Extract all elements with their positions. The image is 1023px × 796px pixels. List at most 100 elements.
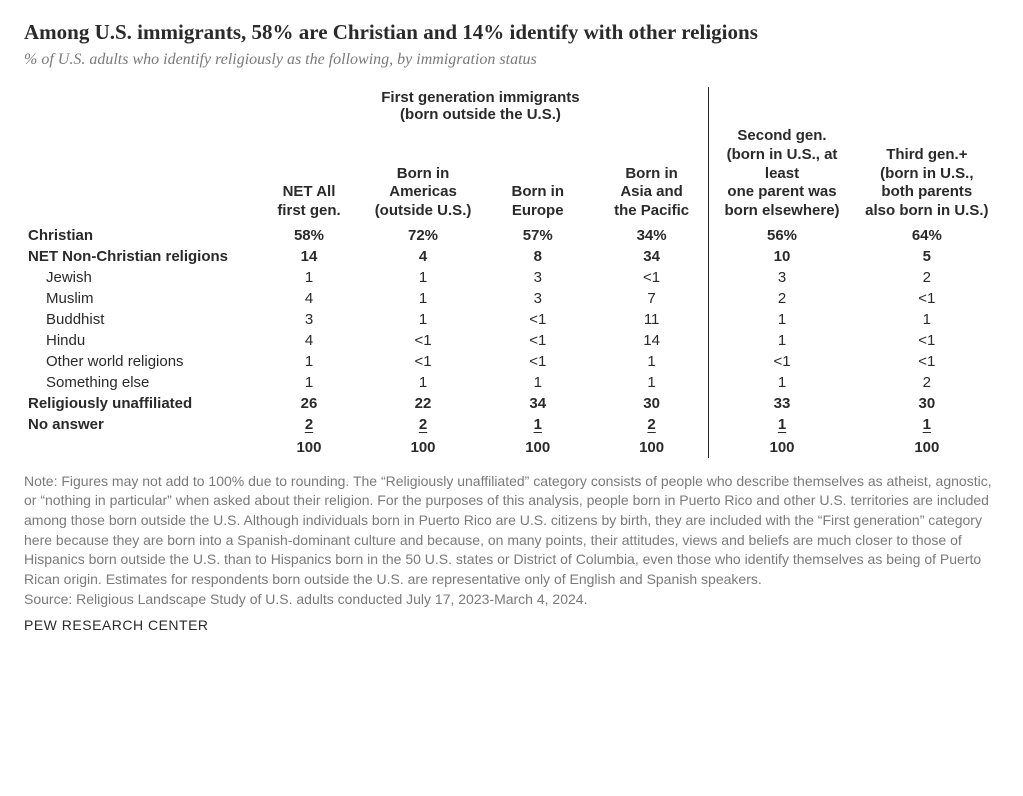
cell: 1 (253, 351, 366, 372)
cell: 72% (365, 225, 480, 246)
cell: 100 (253, 435, 366, 458)
cell: 34% (595, 225, 709, 246)
cell: <1 (365, 330, 480, 351)
cell: 1 (253, 372, 366, 393)
row-label (24, 435, 253, 458)
cell: <1 (481, 330, 595, 351)
footnote: Note: Figures may not add to 100% due to… (24, 472, 999, 590)
col-header-1: NET Allfirst gen. (253, 125, 366, 225)
cell: <1 (709, 351, 855, 372)
cell: 1 (855, 309, 999, 330)
cell: 1 (365, 309, 480, 330)
cell: 2 (365, 414, 480, 435)
cell: 100 (365, 435, 480, 458)
cell: 56% (709, 225, 855, 246)
cell: 5 (855, 246, 999, 267)
cell: 3 (709, 267, 855, 288)
cell: 1 (709, 309, 855, 330)
cell: <1 (481, 351, 595, 372)
cell: 1 (595, 351, 709, 372)
cell: 3 (481, 267, 595, 288)
cell: 26 (253, 393, 366, 414)
row-label: Other world religions (24, 351, 253, 372)
cell: 2 (855, 372, 999, 393)
col-header-5: Second gen.(born in U.S., at leastone pa… (709, 125, 855, 225)
table-row: Buddhist31<11111 (24, 309, 999, 330)
col-header-6: Third gen.+(born in U.S.,both parentsals… (855, 125, 999, 225)
row-label: No answer (24, 414, 253, 435)
cell: 34 (481, 393, 595, 414)
cell: 1 (709, 414, 855, 435)
cell: 57% (481, 225, 595, 246)
table-row: Christian58%72%57%34%56%64% (24, 225, 999, 246)
cell: 3 (253, 309, 366, 330)
col-header-3: Born inEurope (481, 125, 595, 225)
cell: 1 (365, 288, 480, 309)
row-label: NET Non-Christian religions (24, 246, 253, 267)
cell: 7 (595, 288, 709, 309)
row-label: Something else (24, 372, 253, 393)
cell: 1 (365, 267, 480, 288)
table-row: NET Non-Christian religions144834105 (24, 246, 999, 267)
table-row: Religiously unaffiliated262234303330 (24, 393, 999, 414)
table-row: Something else111112 (24, 372, 999, 393)
cell: 10 (709, 246, 855, 267)
cell: <1 (855, 330, 999, 351)
cell: 1 (481, 414, 595, 435)
row-label: Muslim (24, 288, 253, 309)
table-row: Muslim41372<1 (24, 288, 999, 309)
cell: 64% (855, 225, 999, 246)
data-table: First generation immigrants(born outside… (24, 87, 999, 458)
cell: 4 (365, 246, 480, 267)
cell: 1 (709, 372, 855, 393)
cell: 58% (253, 225, 366, 246)
cell: 4 (253, 288, 366, 309)
cell: 22 (365, 393, 480, 414)
table-row: Other world religions1<1<11<1<1 (24, 351, 999, 372)
table-row: 100100100100100100 (24, 435, 999, 458)
cell: 100 (595, 435, 709, 458)
table-row: No answer221211 (24, 414, 999, 435)
col-header-4: Born inAsia andthe Pacific (595, 125, 709, 225)
cell: 1 (709, 330, 855, 351)
cell: <1 (855, 288, 999, 309)
cell: 1 (365, 372, 480, 393)
cell: <1 (481, 309, 595, 330)
table-row: Jewish113<132 (24, 267, 999, 288)
cell: 100 (481, 435, 595, 458)
cell: 8 (481, 246, 595, 267)
cell: <1 (365, 351, 480, 372)
row-label: Jewish (24, 267, 253, 288)
row-label: Christian (24, 225, 253, 246)
row-label: Hindu (24, 330, 253, 351)
cell: 30 (855, 393, 999, 414)
cell: 2 (595, 414, 709, 435)
cell: 34 (595, 246, 709, 267)
cell: 100 (709, 435, 855, 458)
cell: 30 (595, 393, 709, 414)
table-row: Hindu4<1<1141<1 (24, 330, 999, 351)
cell: 2 (709, 288, 855, 309)
cell: 11 (595, 309, 709, 330)
cell: 100 (855, 435, 999, 458)
source-line: Source: Religious Landscape Study of U.S… (24, 591, 999, 607)
chart-subtitle: % of U.S. adults who identify religiousl… (24, 51, 999, 69)
cell: 3 (481, 288, 595, 309)
cell: <1 (595, 267, 709, 288)
cell: 14 (253, 246, 366, 267)
row-label: Religiously unaffiliated (24, 393, 253, 414)
cell: 1 (595, 372, 709, 393)
cell: 4 (253, 330, 366, 351)
cell: 14 (595, 330, 709, 351)
cell: 2 (253, 414, 366, 435)
col-header-2: Born inAmericas(outside U.S.) (365, 125, 480, 225)
cell: 1 (855, 414, 999, 435)
column-spanner: First generation immigrants(born outside… (253, 87, 709, 125)
chart-title: Among U.S. immigrants, 58% are Christian… (24, 20, 999, 45)
cell: 1 (481, 372, 595, 393)
row-label: Buddhist (24, 309, 253, 330)
cell: <1 (855, 351, 999, 372)
cell: 1 (253, 267, 366, 288)
cell: 2 (855, 267, 999, 288)
cell: 33 (709, 393, 855, 414)
